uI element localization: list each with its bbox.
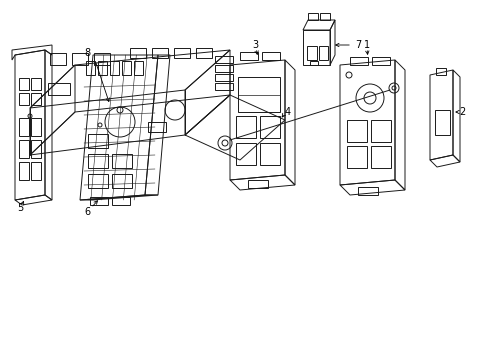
Bar bbox=[148, 122, 165, 132]
Bar bbox=[122, 61, 131, 75]
Bar bbox=[19, 162, 29, 180]
Bar bbox=[215, 56, 232, 63]
Bar bbox=[134, 61, 142, 75]
Bar bbox=[370, 120, 390, 142]
Bar bbox=[174, 48, 190, 58]
Bar bbox=[94, 53, 110, 65]
Bar bbox=[309, 61, 317, 65]
Bar bbox=[346, 120, 366, 142]
Bar bbox=[19, 118, 29, 136]
Bar bbox=[112, 197, 130, 205]
Text: 4: 4 bbox=[285, 107, 290, 117]
Bar bbox=[247, 180, 267, 188]
Bar bbox=[19, 140, 29, 158]
Bar bbox=[152, 48, 168, 58]
Bar bbox=[262, 52, 280, 60]
Bar bbox=[260, 116, 280, 138]
Bar bbox=[236, 116, 256, 138]
Bar bbox=[306, 46, 316, 60]
Bar bbox=[435, 68, 445, 75]
Text: 6: 6 bbox=[84, 207, 90, 217]
Bar bbox=[19, 93, 29, 105]
Bar bbox=[236, 143, 256, 165]
Bar bbox=[98, 61, 107, 75]
Bar bbox=[196, 48, 212, 58]
Text: 3: 3 bbox=[251, 40, 258, 50]
Bar bbox=[31, 118, 41, 136]
Bar bbox=[370, 146, 390, 168]
Bar bbox=[112, 174, 132, 188]
Bar bbox=[88, 174, 108, 188]
Bar bbox=[346, 146, 366, 168]
Bar bbox=[371, 57, 389, 65]
Bar bbox=[19, 78, 29, 90]
Bar bbox=[240, 52, 258, 60]
Bar bbox=[318, 46, 327, 60]
Bar bbox=[86, 61, 95, 75]
Bar bbox=[319, 13, 329, 20]
Bar bbox=[31, 93, 41, 105]
Bar bbox=[88, 154, 108, 168]
Bar bbox=[50, 53, 66, 65]
Bar bbox=[215, 83, 232, 90]
Text: 8: 8 bbox=[84, 48, 90, 58]
Bar bbox=[307, 13, 317, 20]
Bar bbox=[31, 162, 41, 180]
Text: 5: 5 bbox=[17, 203, 23, 213]
Bar bbox=[357, 187, 377, 195]
Text: 7: 7 bbox=[354, 40, 360, 50]
Bar bbox=[215, 65, 232, 72]
Text: 2: 2 bbox=[458, 107, 464, 117]
Bar bbox=[90, 197, 108, 205]
Bar bbox=[260, 143, 280, 165]
Bar bbox=[31, 140, 41, 158]
Bar bbox=[238, 77, 280, 112]
Text: 1: 1 bbox=[363, 40, 369, 50]
Bar bbox=[72, 53, 88, 65]
Bar bbox=[130, 48, 146, 58]
Bar bbox=[110, 61, 119, 75]
Bar bbox=[88, 134, 108, 148]
Bar bbox=[31, 78, 41, 90]
Bar bbox=[434, 110, 449, 135]
Bar bbox=[48, 83, 70, 95]
Bar bbox=[349, 57, 367, 65]
Bar bbox=[215, 74, 232, 81]
Bar bbox=[112, 154, 132, 168]
